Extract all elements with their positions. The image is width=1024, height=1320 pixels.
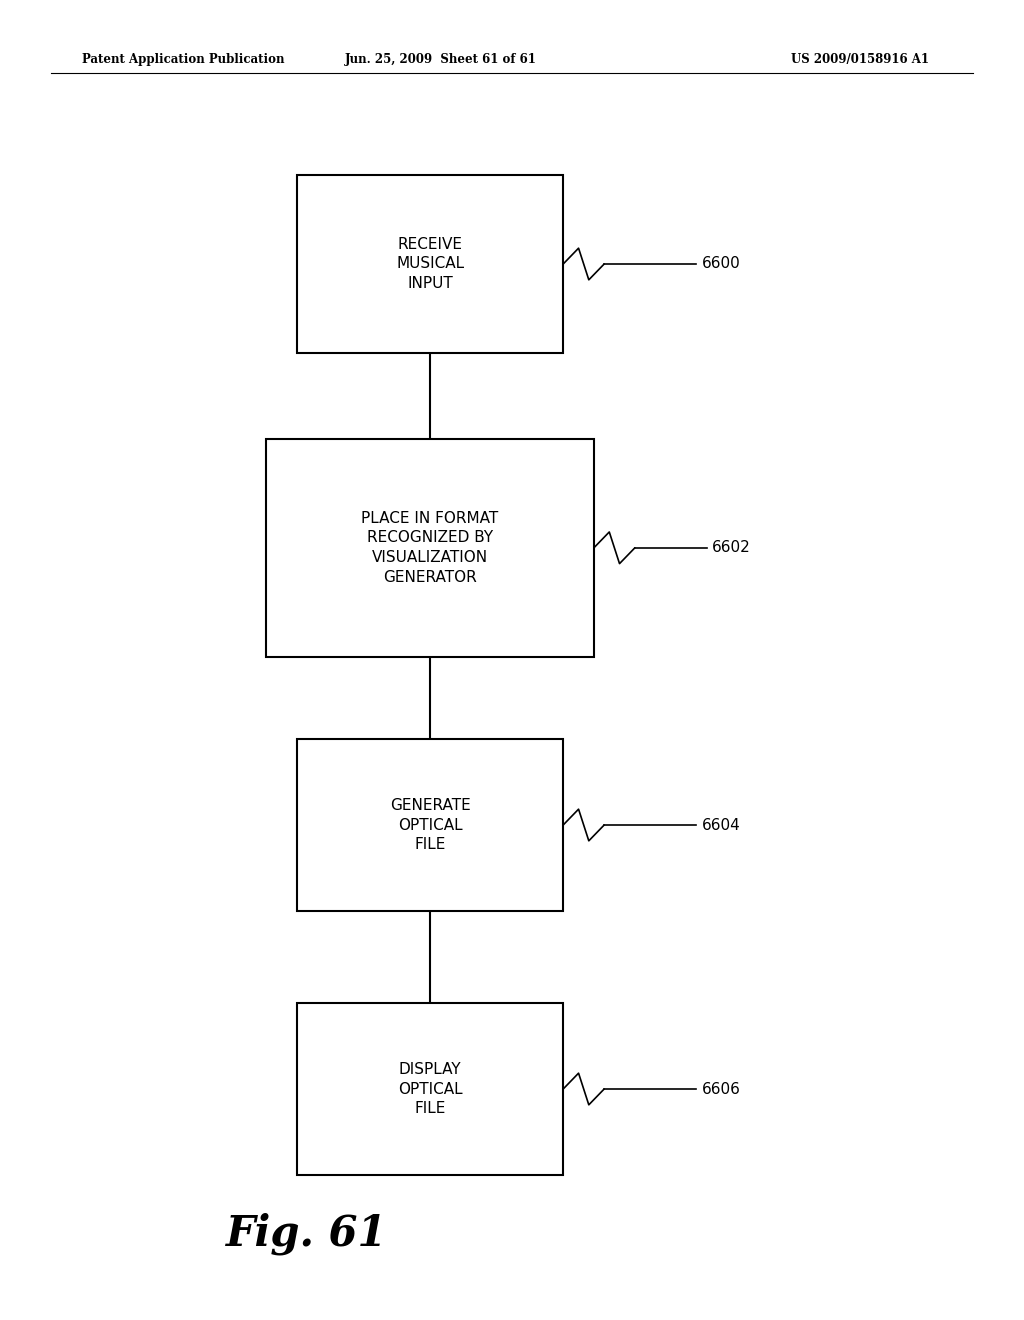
Text: 6602: 6602: [712, 540, 751, 556]
Text: PLACE IN FORMAT
RECOGNIZED BY
VISUALIZATION
GENERATOR: PLACE IN FORMAT RECOGNIZED BY VISUALIZAT…: [361, 511, 499, 585]
Text: Patent Application Publication: Patent Application Publication: [82, 53, 285, 66]
Text: RECEIVE
MUSICAL
INPUT: RECEIVE MUSICAL INPUT: [396, 236, 464, 292]
Bar: [297, 1003, 563, 1175]
Text: 6604: 6604: [701, 817, 740, 833]
Bar: [297, 174, 563, 352]
Text: DISPLAY
OPTICAL
FILE: DISPLAY OPTICAL FILE: [397, 1061, 463, 1117]
Text: 6600: 6600: [701, 256, 740, 272]
Bar: [266, 438, 594, 657]
Text: Fig. 61: Fig. 61: [226, 1213, 388, 1255]
Text: GENERATE
OPTICAL
FILE: GENERATE OPTICAL FILE: [390, 797, 470, 853]
Text: Jun. 25, 2009  Sheet 61 of 61: Jun. 25, 2009 Sheet 61 of 61: [344, 53, 537, 66]
Text: 6606: 6606: [701, 1081, 740, 1097]
Text: US 2009/0158916 A1: US 2009/0158916 A1: [792, 53, 929, 66]
Bar: [297, 739, 563, 911]
